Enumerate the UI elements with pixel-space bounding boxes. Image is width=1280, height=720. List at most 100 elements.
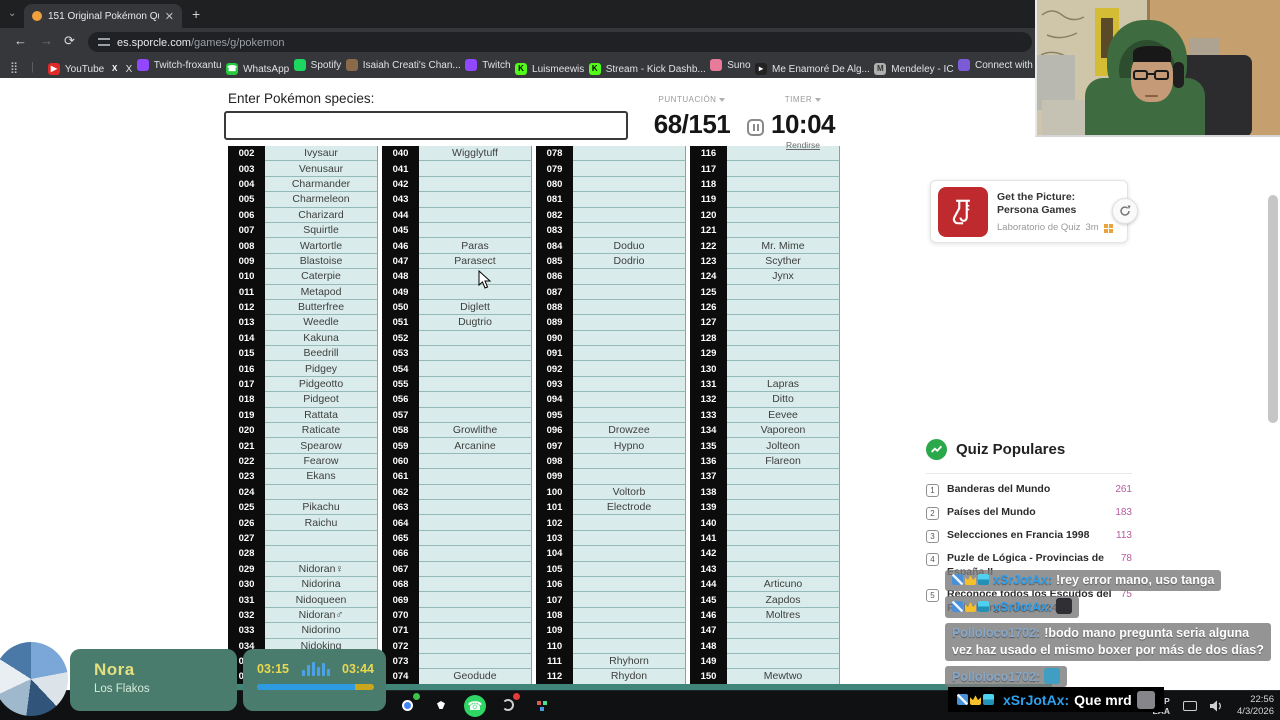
crown-badge-icon — [970, 695, 981, 705]
pokedex-number-cell: 033 — [228, 623, 265, 639]
site-settings-icon[interactable] — [98, 38, 110, 46]
quiz-link[interactable]: Selecciones en Francia 1998 — [947, 529, 1090, 541]
table-row: 122 Mr. Mime — [690, 238, 840, 254]
bookmark-item[interactable]: K Luismeewis — [515, 63, 584, 75]
reload-icon[interactable]: ⟳ — [64, 33, 75, 48]
table-row: 143 — [690, 561, 840, 577]
pokemon-name-cell: Rattata — [265, 407, 378, 424]
stream-app-taskbar-icon[interactable] — [497, 692, 521, 717]
pokemon-name-cell: Mewtwo — [727, 669, 840, 685]
refresh-button[interactable] — [1112, 198, 1138, 224]
pokedex-number-cell: 122 — [690, 238, 727, 254]
bookmark-item[interactable]: Isaiah Creati's Chan... — [345, 59, 461, 71]
popular-quiz-item[interactable]: 3 Selecciones en Francia 1998 113 — [926, 529, 1132, 543]
bookmark-item[interactable]: Twitch — [465, 59, 511, 71]
chat-username[interactable]: Polloloco1702: — [952, 669, 1041, 684]
chevron-down-icon[interactable] — [719, 98, 726, 102]
pokedex-number-cell: 124 — [690, 269, 727, 285]
cube-badge-icon — [978, 574, 989, 585]
bookmark-item[interactable]: ▸ Me Enamoré De Alg... — [755, 63, 870, 75]
chat-badges — [952, 600, 989, 612]
sporcle-favicon-icon — [32, 11, 42, 21]
pause-button[interactable] — [747, 119, 764, 136]
tab-title: 151 Original Pokémon Quiz — [48, 10, 159, 22]
table-row: 134 Vaporeon — [690, 423, 840, 439]
bookmark-item[interactable]: Suno — [710, 59, 751, 71]
sword-badge-icon — [957, 694, 968, 705]
chat-username[interactable]: xSrJotAx: — [993, 599, 1053, 614]
whatsapp-taskbar-icon[interactable]: ☎ — [464, 694, 486, 717]
table-row: 140 — [690, 515, 840, 531]
bookmark-item[interactable]: ☎ WhatsApp — [226, 63, 289, 75]
table-row: 005 Charmeleon — [228, 192, 378, 208]
pokedex-number-cell: 067 — [382, 561, 419, 577]
pokemon-name-cell: Wigglytuff — [419, 146, 532, 162]
chrome-taskbar-icon[interactable] — [396, 692, 421, 717]
pokedex-number-cell: 040 — [382, 146, 419, 162]
browser-tab[interactable]: 151 Original Pokémon Quiz ✕ — [24, 4, 182, 28]
media-app-taskbar-icon[interactable] — [531, 694, 554, 717]
bookmark-label: Twitch-froxantu — [153, 59, 222, 71]
bookmark-item[interactable]: Connect with the w... — [958, 59, 1067, 71]
cast-screen-icon[interactable] — [1183, 701, 1198, 711]
tab-close-icon[interactable]: ✕ — [164, 10, 174, 23]
bookmark-item[interactable]: ▶ YouTube — [47, 63, 104, 75]
speaker-icon[interactable] — [1210, 700, 1224, 712]
pokemon-name-cell: Lapras — [727, 376, 840, 393]
table-row: 083 — [536, 222, 686, 239]
quiz-link[interactable]: Países del Mundo — [947, 506, 1036, 518]
address-bar[interactable]: es.sporcle.com/games/g/pokemon — [88, 32, 1032, 52]
forward-icon[interactable]: → — [40, 33, 53, 48]
chat-message: xSrJotAx: !rey error mano, uso tanga — [945, 570, 1222, 591]
apps-grid-icon[interactable]: ⣿ — [10, 61, 18, 74]
bookmark-item[interactable]: Spotify — [293, 59, 342, 71]
pokedex-number-cell: 099 — [536, 469, 573, 485]
pokemon-name-cell — [573, 192, 686, 208]
quiz-link[interactable]: Banderas del Mundo — [947, 483, 1051, 495]
chat-username[interactable]: xSrJotAx: — [993, 573, 1053, 587]
pokemon-name-cell — [573, 515, 686, 531]
pokemon-name-cell: Mr. Mime — [727, 238, 840, 254]
scrollbar-thumb[interactable] — [1268, 195, 1278, 423]
give-up-link[interactable]: Rendirse — [785, 140, 821, 150]
player-time-panel: 03:15 03:44 — [243, 649, 386, 711]
new-tab-button[interactable]: + — [192, 6, 201, 22]
bookmark-item[interactable]: X X — [109, 63, 132, 75]
table-row: 116 — [690, 146, 840, 162]
chat-username[interactable]: Polloloco1702: — [952, 625, 1041, 640]
table-row: 004 Charmander — [228, 176, 378, 193]
pokedex-number-cell: 004 — [228, 176, 265, 193]
pokedex-number-cell: 011 — [228, 284, 265, 300]
rank-badge: 2 — [926, 507, 939, 520]
table-row: 089 — [536, 315, 686, 331]
brave-taskbar-icon[interactable] — [430, 694, 453, 717]
table-row: 062 — [382, 484, 532, 500]
promo-quiz-card[interactable]: Get the Picture: Persona Games Laborator… — [930, 180, 1128, 243]
table-row: 084 Doduo — [536, 238, 686, 254]
popular-quiz-item[interactable]: 1 Banderas del Mundo 261 — [926, 483, 1132, 497]
pokedex-number-cell: 064 — [382, 515, 419, 531]
clock[interactable]: 22:56 4/3/2026 — [1237, 694, 1274, 717]
back-icon[interactable]: ← — [14, 33, 27, 48]
url-path: /games/g/pokemon — [190, 37, 285, 49]
pokemon-name-cell: Kakuna — [265, 330, 378, 347]
bookmark-label: Spotify — [310, 59, 342, 71]
popular-quiz-item[interactable]: 2 Países del Mundo 183 — [926, 506, 1132, 520]
bookmark-item[interactable]: Twitch-froxantu — [136, 59, 222, 71]
species-input[interactable] — [224, 111, 628, 140]
chat-emote-icon — [1056, 597, 1073, 614]
promo-title[interactable]: Get the Picture: Persona Games — [997, 191, 1077, 217]
table-row: 108 — [536, 607, 686, 624]
chat-username[interactable]: xSrJotAx: — [1003, 691, 1070, 708]
bookmark-item[interactable]: M Mendeley - IC — [874, 63, 954, 75]
table-row: 050 Diglett — [382, 299, 532, 316]
tab-search-chevron-icon[interactable]: ⌄ — [8, 8, 17, 19]
pokemon-name-cell: Venusaur — [265, 161, 378, 177]
table-row: 109 — [536, 623, 686, 639]
table-row: 015 Beedrill — [228, 346, 378, 362]
bookmark-item[interactable]: K Stream - Kick Dashb... — [588, 63, 706, 75]
chevron-down-icon[interactable] — [815, 98, 822, 102]
pokedex-number-cell: 066 — [382, 546, 419, 562]
pokemon-name-cell — [419, 484, 532, 500]
pokedex-number-cell: 083 — [536, 222, 573, 239]
